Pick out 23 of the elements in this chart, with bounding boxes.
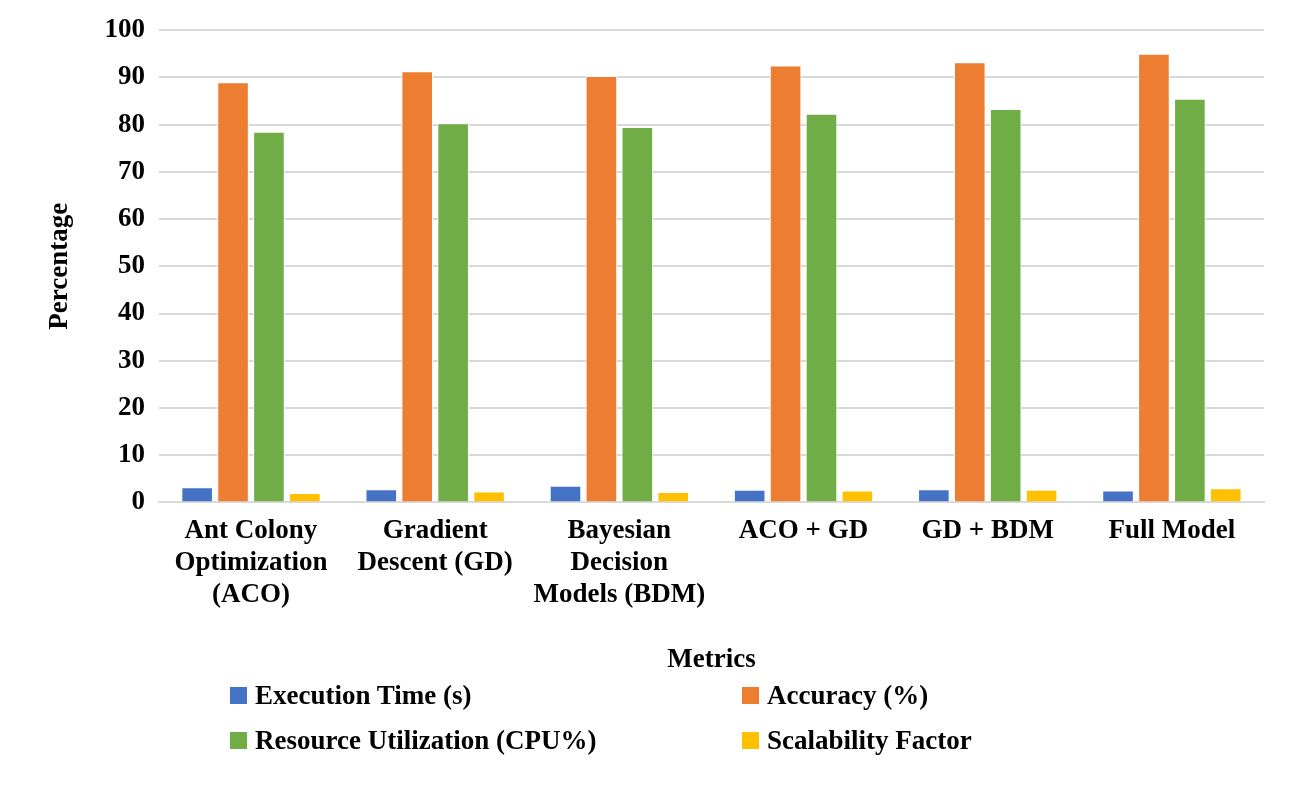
x-tick-label: Gradient Descent (GD) [357,513,513,576]
y-tick-label: 20 [117,390,145,421]
x-tick-label: Bayesian Decision Models (BDM) [533,513,706,609]
y-tick-label: 0 [131,485,145,516]
y-tick-label: 60 [117,202,145,233]
y-tick-label: 70 [117,154,145,185]
y-axis-title: Percentage [43,202,74,330]
legend-label: Execution Time (s) [255,680,472,711]
x-tick-label: ACO + GD [738,513,869,544]
x-tick-label: Full Model [1108,513,1236,544]
y-tick-label: 30 [117,343,145,374]
legend-label: Scalability Factor [767,725,972,756]
y-tick-label: 90 [117,60,145,91]
y-tick-label: 80 [117,107,145,138]
x-axis-title: Metrics [667,642,756,673]
y-tick-label: 40 [117,296,145,327]
y-tick-label: 100 [104,13,145,44]
y-tick-label: 50 [117,249,145,280]
legend-label: Resource Utilization (CPU%) [255,725,597,756]
x-tick-label: Ant Colony Optimization (ACO) [174,513,328,609]
y-tick-label: 10 [117,438,145,469]
x-tick-label: GD + BDM [921,513,1054,544]
legend-label: Accuracy (%) [767,680,929,711]
